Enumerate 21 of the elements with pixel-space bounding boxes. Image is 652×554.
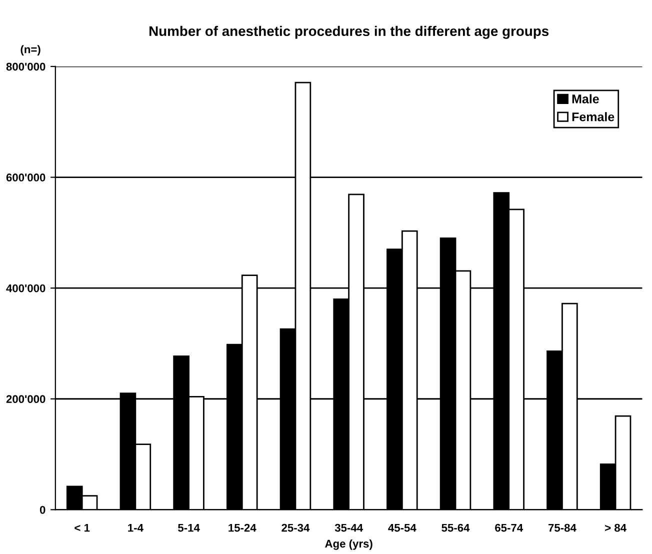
x-tick-label: 35-44	[334, 524, 363, 532]
y-tick-label: 800'000	[6, 62, 46, 71]
legend-label: Female	[572, 112, 614, 122]
x-tick-label: < 1	[74, 524, 90, 532]
chart-title: Number of anesthetic procedures in the different age groups	[150, 26, 549, 39]
x-tick-label: > 84	[605, 524, 626, 532]
x-tick-label: 45-54	[388, 524, 416, 532]
y-tick-label: 600'000	[6, 174, 46, 182]
y-tick-label: 400'000	[6, 284, 46, 292]
y-tick-label: 0	[40, 506, 46, 514]
x-tick-label: 1-4	[128, 524, 144, 532]
y-axis-title: (n=)	[20, 45, 40, 56]
legend-label: Male	[572, 94, 599, 104]
y-tick-label: 200'000	[6, 395, 46, 404]
x-tick-label: 55-64	[442, 524, 470, 532]
x-tick-label: 5-14	[178, 524, 200, 532]
x-tick-label: 25-34	[282, 524, 310, 532]
x-axis-title: Age (yrs)	[325, 539, 372, 550]
x-tick-label: 65-74	[495, 524, 524, 532]
x-tick-label: 15-24	[228, 524, 256, 532]
x-tick-label: 75-84	[548, 524, 576, 532]
